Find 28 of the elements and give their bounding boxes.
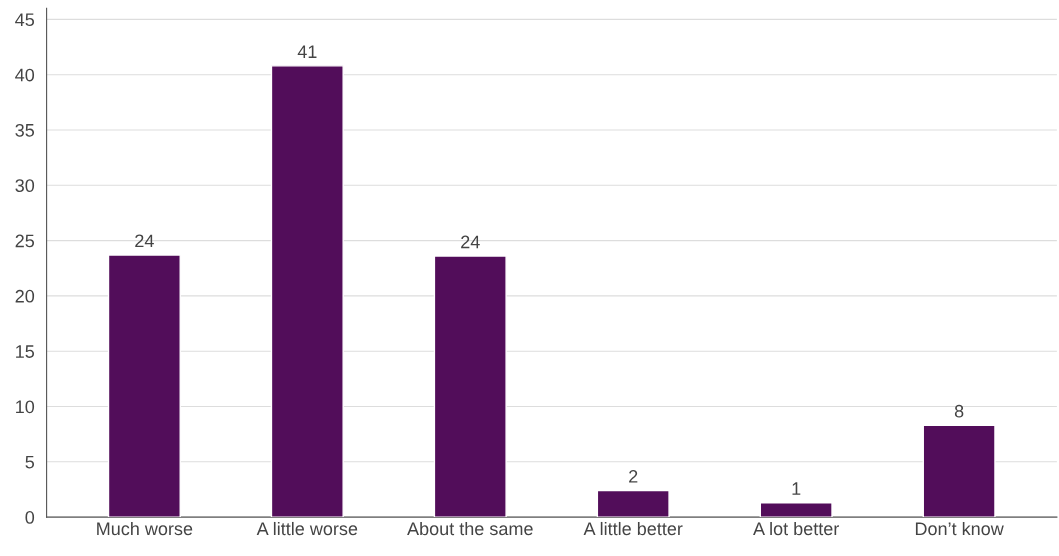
bar: [433, 255, 507, 518]
x-tick-label: Don’t know: [915, 521, 1004, 536]
y-tick-label: 15: [16, 345, 35, 358]
y-tick-label: 45: [15, 13, 35, 27]
data-label: 8: [954, 404, 964, 418]
bar: [107, 254, 181, 518]
bar: [922, 424, 996, 518]
data-label: 41: [297, 45, 317, 58]
y-tick-label: 10: [16, 400, 35, 414]
y-tick-label: 40: [15, 68, 35, 82]
y-tick-label: 30: [15, 179, 35, 193]
bar: [270, 65, 344, 518]
data-label: 2: [629, 470, 638, 483]
bar: [759, 502, 833, 518]
bar: [596, 489, 670, 518]
data-label: 24: [135, 234, 154, 248]
x-tick-label: A lot better: [753, 521, 840, 536]
x-tick-label: A little worse: [256, 521, 358, 536]
y-tick-label: 0: [25, 511, 35, 524]
x-tick-label: A little better: [583, 521, 683, 536]
y-tick-label: 25: [15, 234, 35, 248]
x-tick-label: About the same: [407, 521, 533, 536]
y-tick-label: 35: [15, 123, 35, 137]
data-label: 24: [461, 235, 480, 249]
x-tick-label: Much worse: [97, 521, 193, 536]
y-tick-label: 20: [15, 289, 35, 303]
data-label: 1: [792, 482, 801, 495]
y-tick-label: 5: [25, 455, 35, 469]
